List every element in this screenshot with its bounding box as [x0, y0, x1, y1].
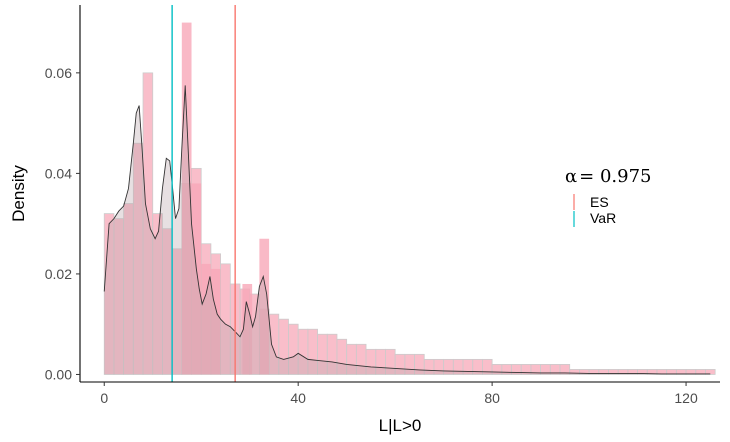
histogram-highlight-bar — [259, 238, 270, 375]
y-axis-title: Density — [9, 165, 28, 222]
legend-es-label: ES — [590, 194, 609, 210]
y-tick-label: 0.04 — [45, 165, 72, 181]
legend-title: α = 0.975 — [565, 166, 652, 187]
density-curve — [103, 85, 711, 375]
x-tick-label: 80 — [484, 390, 500, 406]
y-tick-label: 0.02 — [45, 266, 72, 282]
y-axis-ticks: 0.00 0.02 0.04 0.06 — [45, 65, 80, 382]
legend-alpha-symbol: α — [565, 166, 577, 187]
histogram-highlight-bar — [210, 268, 221, 375]
histogram-highlight-bar — [242, 283, 253, 375]
legend-var-label: VaR — [590, 210, 616, 226]
legend-alpha-value: = 0.975 — [579, 166, 651, 187]
x-tick-label: 40 — [290, 390, 306, 406]
y-tick-label: 0.06 — [45, 65, 72, 81]
x-axis-title: L|L>0 — [379, 416, 422, 435]
histogram-highlight-bar — [191, 183, 202, 375]
y-tick-label: 0.00 — [45, 366, 72, 382]
histogram-bar — [705, 369, 716, 375]
histogram-highlight-bar — [181, 22, 192, 375]
density-area — [104, 85, 711, 375]
legend: α = 0.975 ES VaR — [565, 166, 652, 227]
x-tick-label: 0 — [100, 390, 108, 406]
x-axis-ticks: 0 40 80 120 — [100, 382, 698, 406]
histogram-highlight-bars — [181, 22, 270, 375]
histogram-highlight-bar — [201, 263, 211, 375]
risk-lines — [171, 5, 236, 382]
x-tick-label: 120 — [674, 390, 698, 406]
